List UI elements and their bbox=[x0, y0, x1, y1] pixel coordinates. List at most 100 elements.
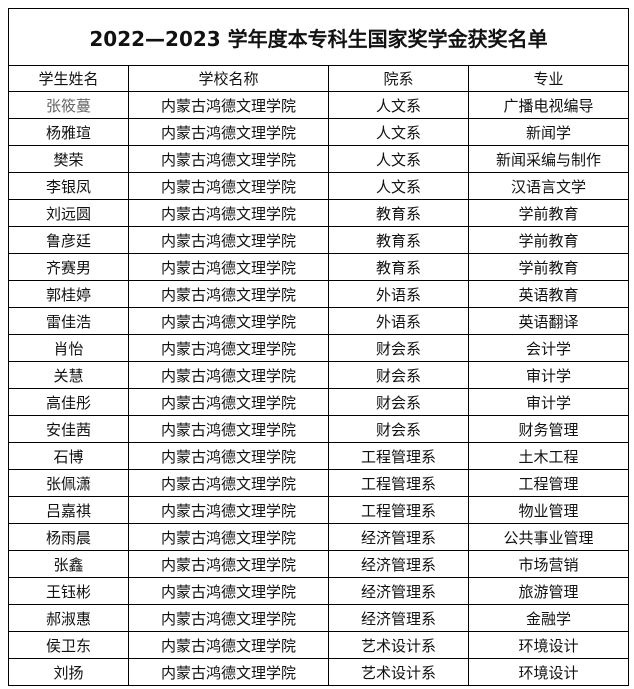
department-cell: 财会系 bbox=[328, 388, 469, 416]
school-name-cell: 内蒙古鸿德文理学院 bbox=[128, 604, 329, 632]
table-row: 齐赛男 内蒙古鸿德文理学院 教育系 学前教育 bbox=[8, 253, 630, 281]
table-row: 张筱蔓 内蒙古鸿德文理学院 人文系 广播电视编导 bbox=[8, 91, 630, 119]
student-name-cell: 鲁彦廷 bbox=[8, 226, 129, 254]
major-cell: 审计学 bbox=[467, 388, 630, 416]
student-name-cell: 高佳彤 bbox=[8, 388, 129, 416]
table-row: 石博 内蒙古鸿德文理学院 工程管理系 土木工程 bbox=[8, 442, 630, 470]
student-name-cell: 王钰彬 bbox=[8, 577, 129, 605]
student-name-cell: 齐赛男 bbox=[8, 253, 129, 281]
table-row: 肖怡 内蒙古鸿德文理学院 财会系 会计学 bbox=[8, 334, 630, 362]
student-name-cell: 杨雨晨 bbox=[8, 523, 129, 551]
major-cell: 物业管理 bbox=[467, 496, 630, 524]
award-list-table: 2022—2023 学年度本专科生国家奖学金获奖名单 学生姓名 学校名称 院系 … bbox=[7, 8, 630, 686]
table-row: 安佳茜 内蒙古鸿德文理学院 财会系 财务管理 bbox=[8, 415, 630, 443]
student-name-cell: 张鑫 bbox=[8, 550, 129, 578]
major-cell: 学前教育 bbox=[467, 199, 630, 227]
department-cell: 外语系 bbox=[328, 280, 469, 308]
department-cell: 教育系 bbox=[328, 226, 469, 254]
student-name-cell: 樊荣 bbox=[8, 145, 129, 173]
header-row: 学生姓名 学校名称 院系 专业 bbox=[8, 65, 630, 92]
department-cell: 财会系 bbox=[328, 334, 469, 362]
table-row: 鲁彦廷 内蒙古鸿德文理学院 教育系 学前教育 bbox=[8, 226, 630, 254]
table-row: 关慧 内蒙古鸿德文理学院 财会系 审计学 bbox=[8, 361, 630, 389]
department-cell: 教育系 bbox=[328, 199, 469, 227]
student-name-cell: 张筱蔓 bbox=[8, 91, 129, 119]
school-name-cell: 内蒙古鸿德文理学院 bbox=[128, 199, 329, 227]
major-cell: 汉语言文学 bbox=[467, 172, 630, 200]
table-row: 吕嘉祺 内蒙古鸿德文理学院 工程管理系 物业管理 bbox=[8, 496, 630, 524]
major-cell: 环境设计 bbox=[467, 631, 630, 659]
school-name-cell: 内蒙古鸿德文理学院 bbox=[128, 442, 329, 470]
department-cell: 艺术设计系 bbox=[328, 658, 469, 686]
school-name-cell: 内蒙古鸿德文理学院 bbox=[128, 253, 329, 281]
major-cell: 审计学 bbox=[467, 361, 630, 389]
student-name-cell: 雷佳浩 bbox=[8, 307, 129, 335]
major-cell: 土木工程 bbox=[467, 442, 630, 470]
table-row: 侯卫东 内蒙古鸿德文理学院 艺术设计系 环境设计 bbox=[8, 631, 630, 659]
table-row: 王钰彬 内蒙古鸿德文理学院 经济管理系 旅游管理 bbox=[8, 577, 630, 605]
school-name-cell: 内蒙古鸿德文理学院 bbox=[128, 469, 329, 497]
department-cell: 教育系 bbox=[328, 253, 469, 281]
student-name-cell: 肖怡 bbox=[8, 334, 129, 362]
table-row: 郭桂婷 内蒙古鸿德文理学院 外语系 英语教育 bbox=[8, 280, 630, 308]
table-row: 李银凤 内蒙古鸿德文理学院 人文系 汉语言文学 bbox=[8, 172, 630, 200]
school-name-cell: 内蒙古鸿德文理学院 bbox=[128, 496, 329, 524]
department-cell: 外语系 bbox=[328, 307, 469, 335]
department-cell: 经济管理系 bbox=[328, 523, 469, 551]
school-name-cell: 内蒙古鸿德文理学院 bbox=[128, 145, 329, 173]
school-name-cell: 内蒙古鸿德文理学院 bbox=[128, 172, 329, 200]
department-cell: 人文系 bbox=[328, 145, 469, 173]
header-student-name: 学生姓名 bbox=[8, 65, 129, 92]
major-cell: 会计学 bbox=[467, 334, 630, 362]
table-row: 雷佳浩 内蒙古鸿德文理学院 外语系 英语翻译 bbox=[8, 307, 630, 335]
student-name-cell: 石博 bbox=[8, 442, 129, 470]
student-name-cell: 吕嘉祺 bbox=[8, 496, 129, 524]
major-cell: 财务管理 bbox=[467, 415, 630, 443]
department-cell: 人文系 bbox=[328, 172, 469, 200]
school-name-cell: 内蒙古鸿德文理学院 bbox=[128, 631, 329, 659]
department-cell: 工程管理系 bbox=[328, 496, 469, 524]
table-row: 杨雨晨 内蒙古鸿德文理学院 经济管理系 公共事业管理 bbox=[8, 523, 630, 551]
school-name-cell: 内蒙古鸿德文理学院 bbox=[128, 658, 329, 686]
major-cell: 新闻采编与制作 bbox=[467, 145, 630, 173]
table-row: 刘扬 内蒙古鸿德文理学院 艺术设计系 环境设计 bbox=[8, 658, 630, 686]
table-row: 刘远圆 内蒙古鸿德文理学院 教育系 学前教育 bbox=[8, 199, 630, 227]
school-name-cell: 内蒙古鸿德文理学院 bbox=[128, 550, 329, 578]
department-cell: 经济管理系 bbox=[328, 550, 469, 578]
department-cell: 工程管理系 bbox=[328, 442, 469, 470]
department-cell: 经济管理系 bbox=[328, 577, 469, 605]
major-cell: 广播电视编导 bbox=[467, 91, 630, 119]
major-cell: 英语教育 bbox=[467, 280, 630, 308]
school-name-cell: 内蒙古鸿德文理学院 bbox=[128, 388, 329, 416]
table-row: 樊荣 内蒙古鸿德文理学院 人文系 新闻采编与制作 bbox=[8, 145, 630, 173]
major-cell: 金融学 bbox=[467, 604, 630, 632]
department-cell: 人文系 bbox=[328, 91, 469, 119]
student-name-cell: 郭桂婷 bbox=[8, 280, 129, 308]
school-name-cell: 内蒙古鸿德文理学院 bbox=[128, 307, 329, 335]
header-school-name: 学校名称 bbox=[128, 65, 329, 92]
table-row: 张鑫 内蒙古鸿德文理学院 经济管理系 市场营销 bbox=[8, 550, 630, 578]
major-cell: 旅游管理 bbox=[467, 577, 630, 605]
major-cell: 学前教育 bbox=[467, 226, 630, 254]
student-name-cell: 张佩潇 bbox=[8, 469, 129, 497]
major-cell: 学前教育 bbox=[467, 253, 630, 281]
student-name-cell: 李银凤 bbox=[8, 172, 129, 200]
department-cell: 财会系 bbox=[328, 361, 469, 389]
department-cell: 财会系 bbox=[328, 415, 469, 443]
school-name-cell: 内蒙古鸿德文理学院 bbox=[128, 415, 329, 443]
student-name-cell: 关慧 bbox=[8, 361, 129, 389]
school-name-cell: 内蒙古鸿德文理学院 bbox=[128, 523, 329, 551]
header-major: 专业 bbox=[467, 65, 630, 92]
major-cell: 英语翻译 bbox=[467, 307, 630, 335]
school-name-cell: 内蒙古鸿德文理学院 bbox=[128, 118, 329, 146]
student-name-cell: 安佳茜 bbox=[8, 415, 129, 443]
school-name-cell: 内蒙古鸿德文理学院 bbox=[128, 91, 329, 119]
table-row: 杨雅瑄 内蒙古鸿德文理学院 人文系 新闻学 bbox=[8, 118, 630, 146]
major-cell: 公共事业管理 bbox=[467, 523, 630, 551]
student-name-cell: 郝淑惠 bbox=[8, 604, 129, 632]
student-name-cell: 侯卫东 bbox=[8, 631, 129, 659]
major-cell: 工程管理 bbox=[467, 469, 630, 497]
major-cell: 市场营销 bbox=[467, 550, 630, 578]
department-cell: 工程管理系 bbox=[328, 469, 469, 497]
school-name-cell: 内蒙古鸿德文理学院 bbox=[128, 280, 329, 308]
